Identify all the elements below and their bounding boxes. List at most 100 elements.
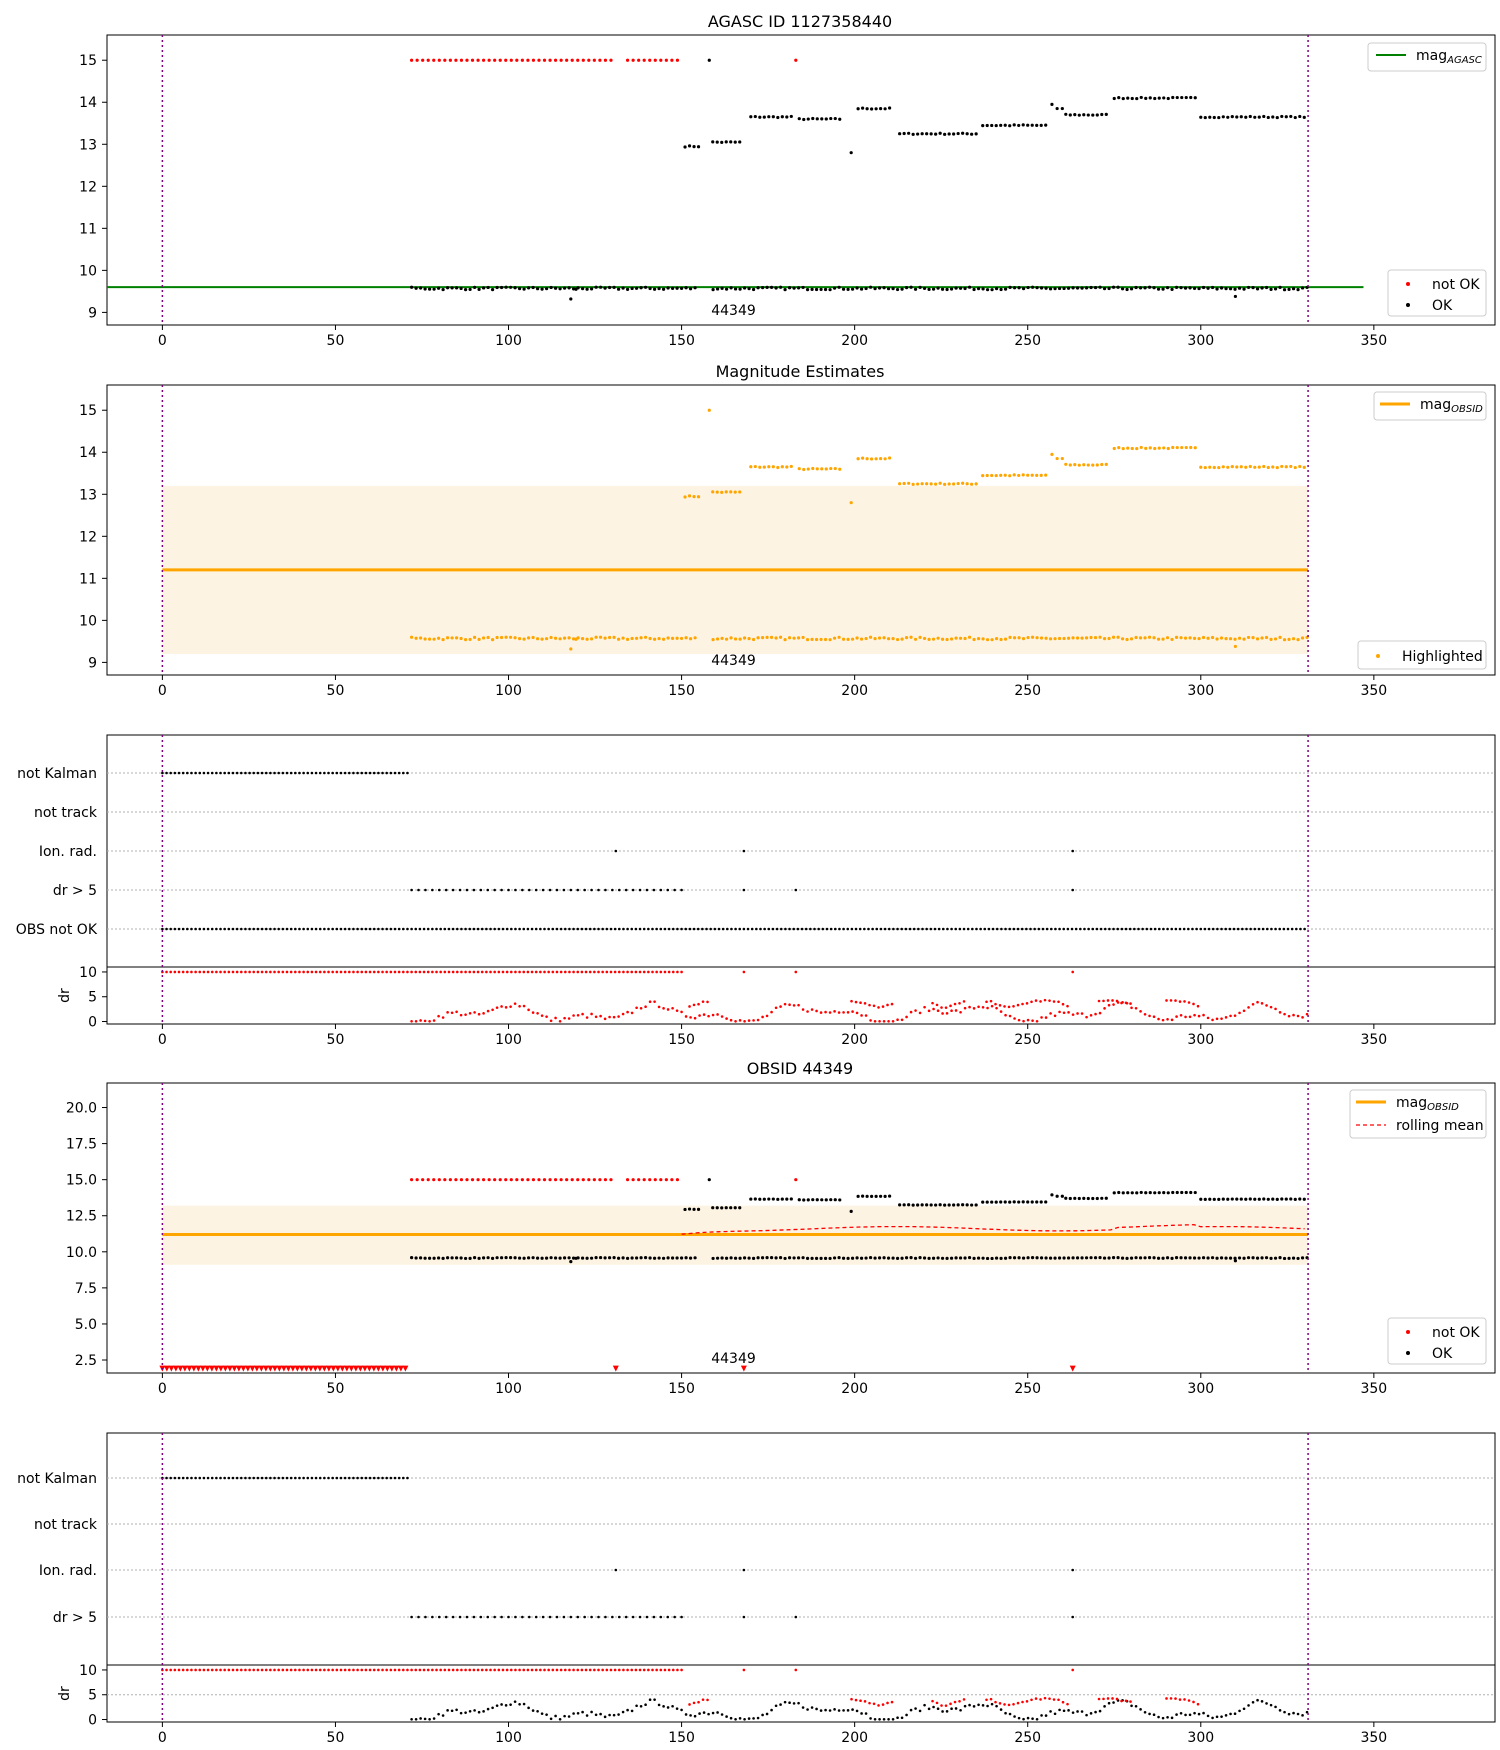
flag-point — [896, 928, 899, 931]
data-point-highlighted — [977, 637, 980, 640]
dr-point — [968, 1006, 971, 1009]
dr-point-not-ok — [1107, 999, 1110, 1002]
dr-point — [415, 1020, 418, 1023]
dr-point-not-ok — [676, 971, 679, 974]
flag-point — [942, 928, 945, 931]
dr-point — [1229, 1713, 1232, 1716]
data-point-ok — [599, 1256, 602, 1259]
data-point-highlighted — [1208, 466, 1211, 469]
data-point-highlighted — [968, 636, 971, 639]
data-point-not-ok — [482, 1178, 485, 1181]
data-point-ok — [1184, 1256, 1187, 1259]
data-point-ok — [788, 286, 791, 289]
data-point-ok — [842, 288, 845, 291]
dr-point — [995, 1705, 998, 1708]
data-point-not-ok — [632, 1178, 635, 1181]
dr-point — [590, 1013, 593, 1016]
dr-point-not-ok — [394, 1669, 397, 1672]
dr-point — [869, 1717, 872, 1720]
dr-point-not-ok — [954, 1701, 957, 1704]
flag-point — [402, 1477, 405, 1480]
dr-point-not-ok — [435, 1669, 438, 1672]
dr-point-not-ok — [552, 1669, 555, 1672]
data-point-ok — [1140, 1191, 1143, 1194]
flag-point — [664, 928, 667, 931]
data-point-ok — [450, 1256, 453, 1259]
dr-point — [1130, 1705, 1133, 1708]
data-point-highlighted — [888, 456, 891, 459]
data-point-highlighted — [1087, 463, 1090, 466]
data-point-highlighted — [1211, 636, 1214, 639]
data-point-not-ok — [493, 1178, 496, 1181]
data-point-ok — [1269, 288, 1272, 291]
flag-point — [1071, 850, 1074, 853]
data-point-ok — [1100, 113, 1103, 116]
flag-point — [722, 928, 725, 931]
data-point-highlighted — [875, 457, 878, 460]
dr-point — [676, 1009, 679, 1012]
legend-label: Highlighted — [1402, 649, 1483, 665]
flag-point — [306, 928, 309, 931]
data-point-ok — [1152, 1256, 1155, 1259]
data-point-not-ok — [582, 59, 585, 62]
data-point-ok — [1280, 1197, 1283, 1200]
dr-point — [419, 1019, 422, 1022]
dr-point — [545, 1015, 548, 1018]
dr-point-not-ok — [390, 1669, 393, 1672]
x-tick-label: 150 — [668, 1032, 695, 1048]
y-tick-label: 5 — [88, 990, 97, 1006]
data-point-highlighted — [950, 637, 953, 640]
data-point-ok — [846, 1257, 849, 1260]
dr-point-not-ok — [1129, 1002, 1132, 1005]
dr-point-not-ok — [1039, 1698, 1042, 1701]
dr-point-not-ok — [244, 1669, 247, 1672]
flag-point — [863, 928, 866, 931]
data-point-ok — [986, 288, 989, 291]
data-point-highlighted — [522, 637, 525, 640]
data-point-ok — [1162, 1191, 1165, 1194]
data-point-highlighted — [1226, 466, 1229, 469]
data-point-ok — [765, 1256, 768, 1259]
data-point-highlighted — [1271, 465, 1274, 468]
dr-point-not-ok — [581, 1669, 584, 1672]
dr-point — [707, 1015, 710, 1018]
data-point-ok — [898, 1203, 901, 1206]
data-point-highlighted — [734, 491, 737, 494]
flag-point — [1233, 928, 1236, 931]
data-point-ok — [653, 288, 656, 291]
dr-point — [1009, 1015, 1012, 1018]
data-point-ok — [1076, 286, 1079, 289]
dr-point — [559, 1020, 562, 1023]
data-point-not-ok — [432, 59, 435, 62]
flag-point — [614, 928, 617, 931]
data-point-highlighted — [1082, 463, 1085, 466]
flag-point — [211, 772, 214, 775]
dr-point — [1031, 1717, 1034, 1720]
flag-point — [294, 928, 297, 931]
flag-point — [583, 1616, 586, 1619]
flag-point — [1229, 928, 1232, 931]
data-point-not-ok — [432, 1178, 435, 1181]
dr-point-not-ok — [203, 971, 206, 974]
data-point-ok — [683, 145, 686, 148]
dr-point — [734, 1020, 737, 1023]
y-tick-label: 0 — [88, 1713, 97, 1729]
flag-point — [178, 772, 181, 775]
dr-point — [941, 1710, 944, 1713]
data-point-ok — [1185, 1191, 1188, 1194]
flag-point — [331, 772, 334, 775]
data-point-ok — [878, 286, 881, 289]
data-point-ok — [644, 1256, 647, 1259]
data-point-ok — [1258, 116, 1261, 119]
flag-point — [252, 928, 255, 931]
flag-point — [763, 928, 766, 931]
data-point-highlighted — [688, 494, 691, 497]
data-point-highlighted — [527, 636, 530, 639]
data-point-ok — [828, 288, 831, 291]
flag-point — [186, 1477, 189, 1480]
data-point-highlighted — [1064, 463, 1067, 466]
data-point-ok — [734, 141, 737, 144]
flag-point — [431, 1616, 434, 1619]
data-point-highlighted — [603, 637, 606, 640]
data-point-ok — [477, 288, 480, 291]
